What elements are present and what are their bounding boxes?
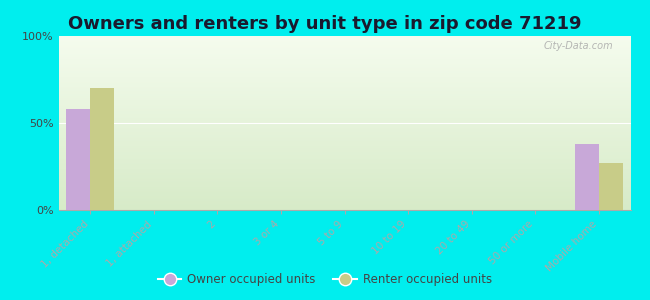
Bar (599, 163, 623, 210)
Bar (575, 144, 599, 210)
Text: City-Data.com: City-Data.com (543, 41, 614, 51)
Bar (66, 109, 90, 210)
Bar (90, 88, 114, 210)
Text: Owners and renters by unit type in zip code 71219: Owners and renters by unit type in zip c… (68, 15, 582, 33)
Legend: Owner occupied units, Renter occupied units: Owner occupied units, Renter occupied un… (153, 269, 497, 291)
